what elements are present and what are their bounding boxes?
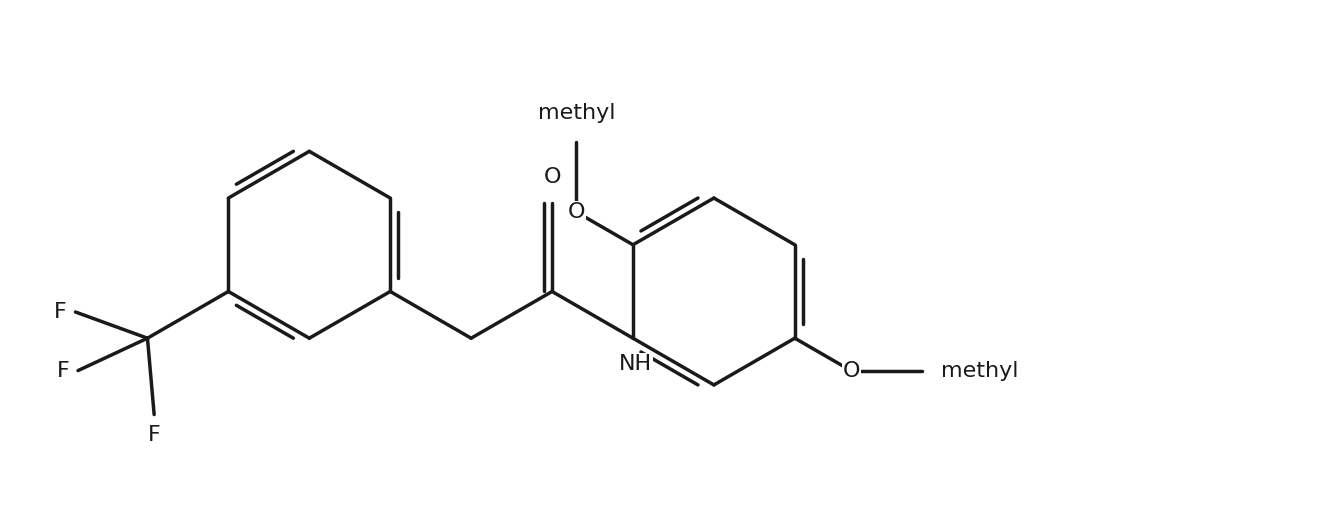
Text: methyl: methyl xyxy=(537,103,614,123)
Text: methyl: methyl xyxy=(940,361,1019,381)
Text: O: O xyxy=(843,361,861,381)
Text: O: O xyxy=(544,167,561,187)
Text: NH: NH xyxy=(618,354,652,374)
Text: F: F xyxy=(148,425,161,445)
Text: F: F xyxy=(55,302,66,322)
Text: F: F xyxy=(57,361,69,380)
Text: O: O xyxy=(568,202,585,222)
